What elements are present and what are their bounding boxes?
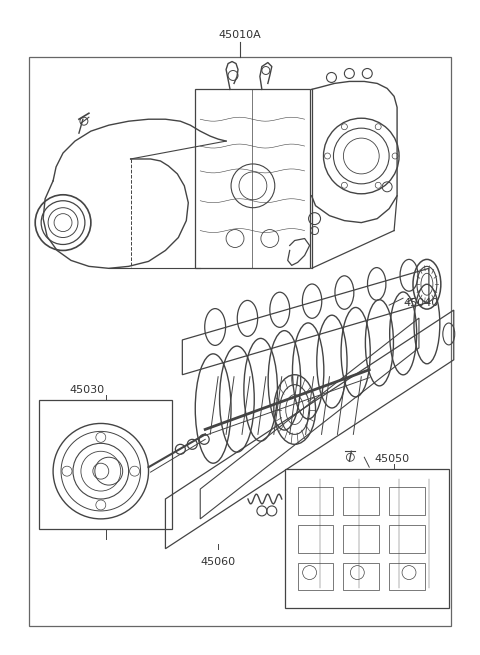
Bar xyxy=(298,487,334,515)
Bar xyxy=(195,89,310,269)
Bar xyxy=(285,469,449,608)
Text: 45010A: 45010A xyxy=(218,29,262,40)
Bar xyxy=(343,563,379,590)
Text: 45040: 45040 xyxy=(403,298,438,308)
Bar xyxy=(343,525,379,553)
Bar xyxy=(298,563,334,590)
Bar xyxy=(29,56,451,626)
Text: 45050: 45050 xyxy=(374,454,409,464)
Bar xyxy=(389,563,425,590)
Bar xyxy=(298,525,334,553)
Text: 45030: 45030 xyxy=(69,384,104,394)
Bar xyxy=(343,487,379,515)
Bar xyxy=(389,525,425,553)
Text: 45060: 45060 xyxy=(201,557,236,567)
Bar xyxy=(389,487,425,515)
